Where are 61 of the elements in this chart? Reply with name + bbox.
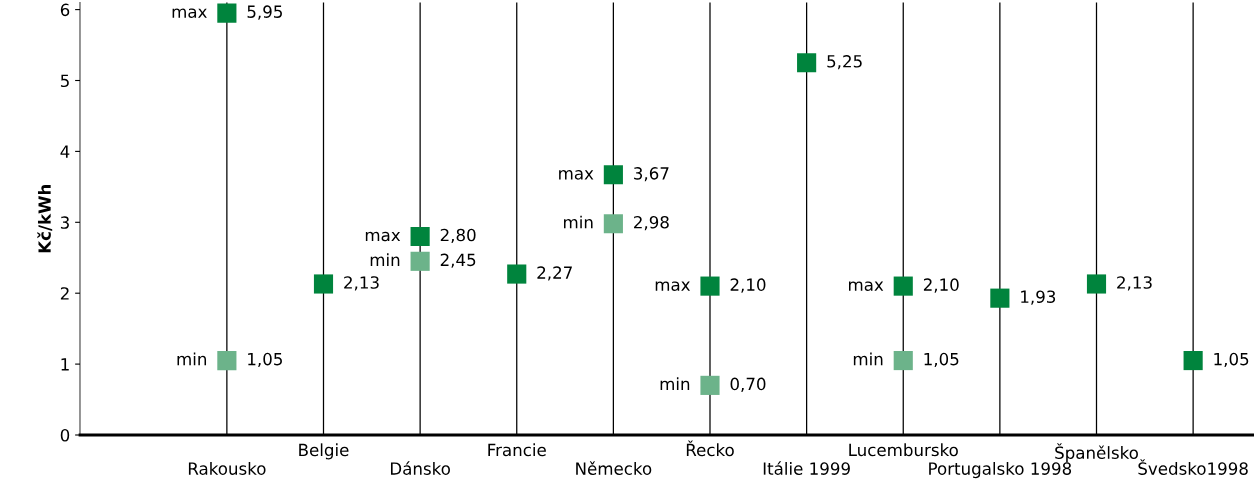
data-label: 3,67 [634,167,669,182]
data-label: 0,70 [730,377,766,392]
point [1183,350,1203,371]
data-label: 1,93 [1021,290,1056,305]
point [507,264,527,284]
point [990,288,1010,308]
annotation: min [853,352,883,366]
point [217,3,237,23]
x-tick-label: Francie [488,443,546,457]
annotation: max [849,281,884,291]
data-label: 2,80 [440,228,476,244]
y-tick-label: 6 [60,3,70,17]
annotation: max [559,170,594,180]
y-tick-label: 4 [60,145,70,158]
y-tick-label: 3 [60,216,69,229]
point [700,276,720,296]
data-label: 2,13 [1117,276,1152,291]
data-label: 1,05 [1214,352,1249,368]
x-tick-label: Belgie [299,443,349,460]
point [410,251,430,271]
point [313,274,334,294]
annotation: max [365,231,401,242]
annotation: min [660,377,690,390]
y-tick-label: 5 [60,74,69,88]
point [893,276,913,296]
point [1086,274,1107,294]
data-label: 2,10 [730,278,766,293]
x-tick-label: Rakousko [188,462,266,475]
annotation: min [177,352,207,366]
annotation: max [172,8,207,18]
data-label: 2,45 [440,253,476,268]
data-label: 1,05 [924,352,959,368]
point [603,214,623,234]
y-tick-label: 1 [61,358,69,371]
x-tick-label: Švedsko1998 [1138,459,1248,475]
data-label: 5,95 [247,5,282,20]
annotation: min [370,253,400,266]
data-label: 1,05 [248,352,282,368]
data-label: 2,27 [537,266,572,281]
x-tick-label: Španělsko [1055,443,1138,463]
point [603,165,623,185]
point [797,53,817,73]
y-tick-label: 2 [60,287,69,300]
annotation: max [655,281,691,291]
data-label: 5,25 [827,55,862,70]
x-tick-label: Itálie 1999 [763,461,850,475]
x-tick-label: Dánsko [390,461,450,475]
annotation: min [564,215,593,229]
y-axis-title: Kč/kWh [37,184,53,253]
x-tick-label: Lucembursko [849,443,958,457]
x-tick-label: Řecko [686,440,734,457]
data-label: 2,98 [634,215,669,231]
y-tick-label: 0 [60,428,70,442]
x-tick-label: Německo [576,461,652,475]
data-label: 2,13 [344,276,379,291]
point [217,350,237,371]
point [893,350,913,371]
x-tick-label: Portugalsko 1998 [929,462,1072,479]
point [410,226,430,247]
data-label: 2,10 [923,278,959,293]
point [700,375,720,395]
